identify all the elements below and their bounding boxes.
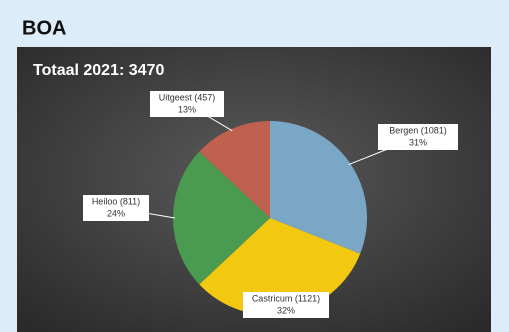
data-label-value: 31% <box>409 137 427 147</box>
data-label-name: Heiloo (811) <box>92 196 140 206</box>
page-title: BOA <box>22 17 66 39</box>
data-label-value: 32% <box>277 305 295 315</box>
pie-slice <box>199 218 361 316</box>
data-label-box <box>150 91 224 117</box>
data-label-box <box>243 292 329 318</box>
data-label-value: 13% <box>178 104 196 114</box>
data-label-name: Castricum (1121) <box>252 293 320 303</box>
data-label-name: Uitgeest (457) <box>159 92 216 102</box>
pie-slice <box>270 121 367 254</box>
data-label-name: Bergen (1081) <box>389 125 447 135</box>
pie-slice <box>172 151 270 285</box>
pie-slice <box>199 121 270 218</box>
data-label-value: 24% <box>107 208 125 218</box>
data-label-box <box>83 195 149 221</box>
chart-title: Totaal 2021: 3470 <box>33 62 164 79</box>
data-label-box <box>378 124 458 150</box>
